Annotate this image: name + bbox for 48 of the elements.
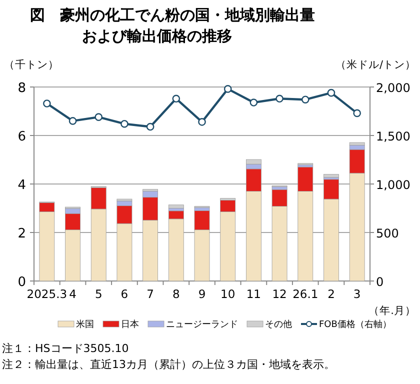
y2-tick-label: 500 [376,226,399,240]
x-tick-label: 26.1 [292,287,318,301]
point [276,94,284,103]
legend-label: その他 [265,319,292,330]
x-tick-label: 11 [246,287,262,301]
text: 注２：輸出量は、直近13カ月（累計）の上位３カ国・地域を表示。 [2,358,335,371]
legend-label: 米国 [76,319,94,330]
x-tick-label: 12 [272,287,287,301]
point [327,88,336,97]
text: 注１：HSコード3505.10 [2,342,129,355]
point [43,100,51,108]
point [146,122,154,131]
point [94,113,103,121]
point [198,118,206,126]
point [301,96,310,104]
y2-tick-label: 1,000 [376,178,410,192]
x-tick-label: 10 [220,287,236,301]
point [68,117,77,125]
x-tick-label: 6 [120,287,128,301]
chart-title: 図 豪州の化工でん粉の国・地域別輸出量 [30,6,315,24]
y2-tick-label: 0 [376,275,384,289]
point [120,120,128,128]
chart-subtitle: および輸出価格の推移 [82,27,232,45]
x-tick-label: 8 [172,287,180,301]
x-tick-label: 9 [198,287,206,301]
point [224,85,232,93]
y-tick-label: 0 [18,275,26,290]
x-tick-label: 3 [353,287,361,301]
x-tick-label: 4 [69,287,76,301]
point [172,94,180,103]
y2-tick-label: 2,000 [376,81,410,95]
legend-label: FOB価格（右軸） [319,319,392,330]
y-tick-label: 6 [18,130,26,144]
x-tick-label: 7 [146,287,154,301]
y-tick-label: 4 [18,178,26,193]
y-tick-label: 8 [18,81,26,96]
point [353,109,361,118]
legend-label: 日本 [121,319,139,330]
x-tick-label: 2 [328,287,335,301]
y-tick-label: 2 [18,226,26,242]
x-tick-label: 5 [94,287,102,301]
y-axis-title: （千トン） [4,58,59,71]
legend-label: ニュージーランド [166,320,238,330]
x-tick-label: 2025.3 [26,287,68,301]
y2-tick-label: 1,500 [376,130,410,144]
x-axis-title: （年.月） [368,305,416,317]
y2-axis-title: （米ドル/トン） [335,58,416,71]
point [250,98,258,106]
